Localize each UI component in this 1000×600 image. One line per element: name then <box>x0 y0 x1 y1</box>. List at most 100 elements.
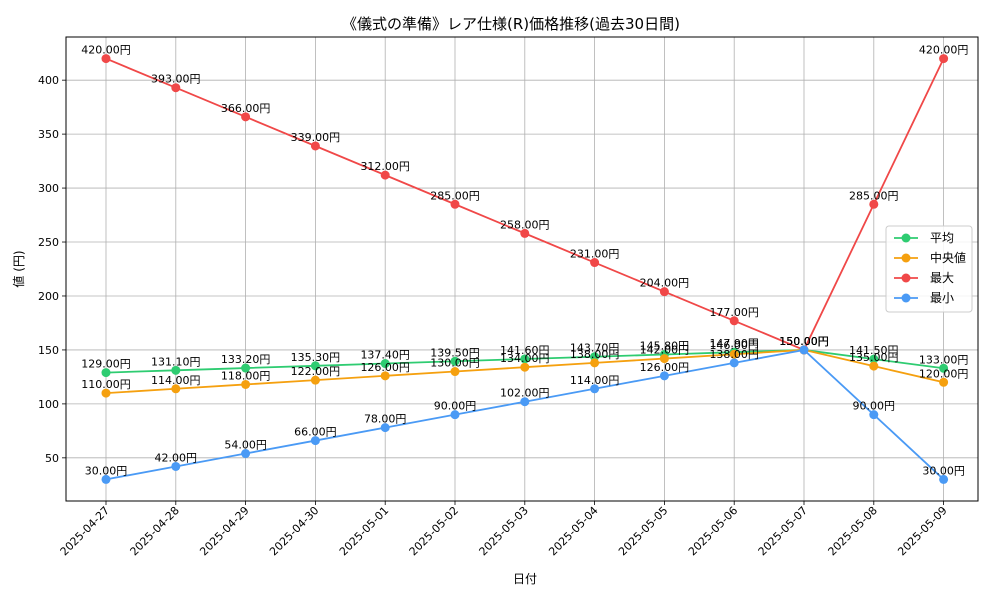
series-layer <box>101 54 949 484</box>
data-point <box>659 287 669 297</box>
data-label: 135.30円 <box>291 351 341 364</box>
x-tick-label: 2025-05-07 <box>756 504 810 558</box>
data-point <box>799 345 809 355</box>
data-point <box>101 474 111 484</box>
data-label: 133.00円 <box>919 353 969 366</box>
x-tick-label: 2025-05-08 <box>826 504 880 558</box>
data-point <box>241 112 251 122</box>
data-label: 139.50円 <box>430 346 480 359</box>
data-label: 126.00円 <box>640 361 690 374</box>
data-label: 143.70円 <box>570 342 620 355</box>
data-label: 146.00円 <box>709 339 759 352</box>
data-point <box>939 363 949 373</box>
x-tick-label: 2025-05-06 <box>686 504 740 558</box>
y-tick-label: 100 <box>38 398 59 411</box>
data-point <box>171 83 181 93</box>
data-point <box>380 423 390 433</box>
data-point <box>380 170 390 180</box>
data-label: 145.80円 <box>640 339 690 352</box>
legend-entry: 最小 <box>930 291 954 305</box>
data-label: 393.00円 <box>151 73 201 86</box>
data-point <box>520 362 530 372</box>
y-tick-label: 200 <box>38 290 59 303</box>
data-point <box>101 388 111 398</box>
data-point <box>939 377 949 387</box>
series-最小 <box>101 345 949 484</box>
data-point <box>171 461 181 471</box>
x-tick-label: 2025-04-29 <box>197 504 251 558</box>
data-point <box>101 54 111 64</box>
data-point <box>659 371 669 381</box>
legend-entry: 中央値 <box>930 250 966 265</box>
data-label: 150.00円 <box>779 335 829 348</box>
data-label: 126.00円 <box>360 361 410 374</box>
axes: 2025-04-27 2025-04-28 2025-04-29 2025-04-30… <box>38 74 950 558</box>
x-axis-label: 日付 <box>513 572 537 586</box>
y-tick-label: 300 <box>38 182 59 195</box>
x-tick-label: 2025-05-09 <box>895 504 949 558</box>
data-label: 141.50円 <box>849 344 899 357</box>
data-label: 30.00円 <box>922 464 965 477</box>
data-label: 177.00円 <box>709 306 759 319</box>
data-point <box>869 354 879 364</box>
data-point <box>520 397 530 407</box>
data-label: 138.00円 <box>570 348 620 361</box>
data-label: 137.40円 <box>360 349 410 362</box>
x-tick-label: 2025-04-27 <box>58 504 112 558</box>
x-tick-label: 2025-04-28 <box>128 504 182 558</box>
data-point <box>590 358 600 368</box>
data-point <box>939 54 949 64</box>
y-tick-label: 400 <box>38 74 59 87</box>
legend-swatch-marker <box>901 253 911 263</box>
data-point <box>310 375 320 385</box>
data-label: 131.10円 <box>151 355 201 368</box>
data-label: 42.00円 <box>155 451 198 464</box>
data-label: 129.00円 <box>81 358 131 371</box>
data-point <box>310 436 320 446</box>
data-labels: 129.00円 131.10円 133.20円 135.30円 137.40円 139.5… <box>81 44 968 478</box>
legend-box <box>885 225 973 313</box>
data-point <box>171 365 181 375</box>
data-label: 366.00円 <box>221 102 271 115</box>
data-label: 312.00円 <box>360 160 410 173</box>
data-label: 135.00円 <box>849 351 899 364</box>
x-tick-label: 2025-05-03 <box>477 504 531 558</box>
data-label: 90.00円 <box>853 400 896 413</box>
data-point <box>869 361 879 371</box>
data-label: 130.00円 <box>430 357 480 370</box>
data-point <box>939 474 949 484</box>
data-label: 102.00円 <box>500 387 550 400</box>
data-label: 133.20円 <box>221 353 271 366</box>
x-tick-label: 2025-05-01 <box>337 504 391 558</box>
x-tick-label: 2025-04-30 <box>267 504 321 558</box>
data-point <box>450 199 460 209</box>
data-label: 141.60円 <box>500 344 550 357</box>
data-label: 30.00円 <box>85 464 128 477</box>
data-label: 134.00円 <box>500 352 550 365</box>
data-point <box>729 349 739 359</box>
data-point <box>729 358 739 368</box>
data-label: 114.00円 <box>151 374 201 387</box>
data-point <box>590 258 600 268</box>
data-label: 118.00円 <box>221 369 271 382</box>
x-tick-label: 2025-05-05 <box>616 504 670 558</box>
legend-entry: 最大 <box>930 271 954 285</box>
data-point <box>520 228 530 238</box>
grid-lines <box>66 37 978 501</box>
data-label: 420.00円 <box>81 44 131 57</box>
y-axis-label: 値 (円) <box>11 250 26 287</box>
legend-swatch-marker <box>901 273 911 283</box>
data-point <box>380 371 390 381</box>
data-label: 285.00円 <box>430 189 480 202</box>
data-point <box>310 361 320 371</box>
data-point <box>590 384 600 394</box>
data-label: 142.00円 <box>640 344 690 357</box>
data-label: 120.00円 <box>919 367 969 380</box>
data-label: 204.00円 <box>640 277 690 290</box>
data-point <box>450 367 460 377</box>
y-tick-label: 250 <box>38 236 59 249</box>
data-point <box>450 356 460 366</box>
legend-swatch-marker <box>901 233 911 243</box>
data-point <box>590 352 600 362</box>
